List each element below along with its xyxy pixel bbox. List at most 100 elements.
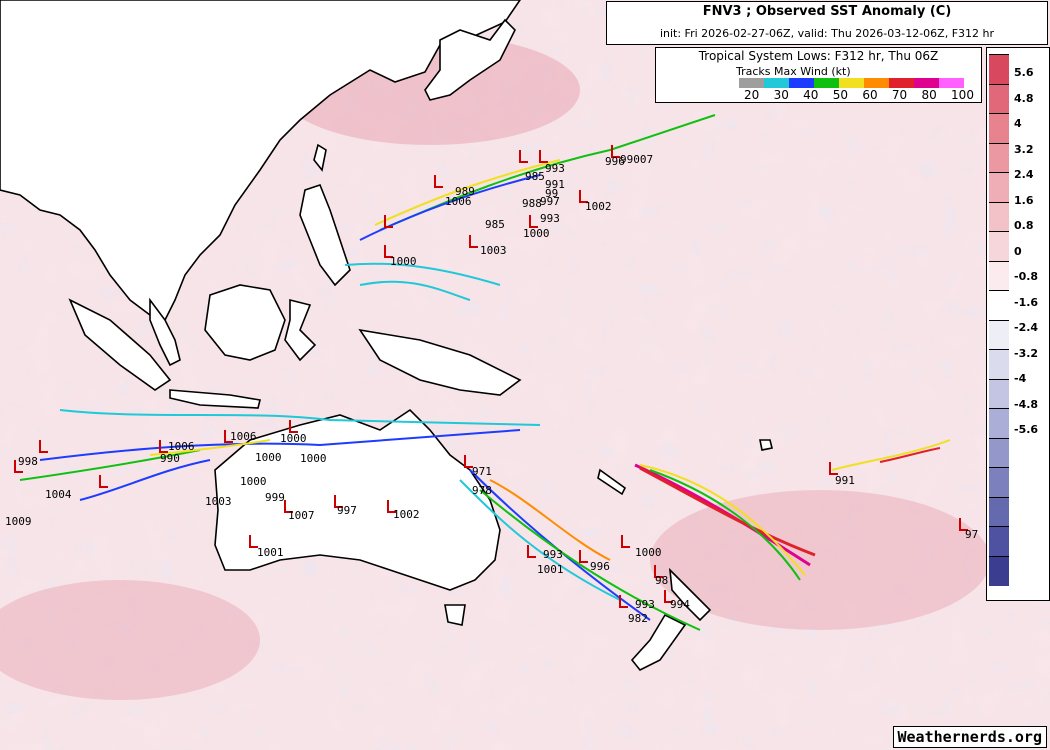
landmasses (0, 0, 773, 672)
colorbar-segment (989, 172, 1009, 203)
wind-swatch (789, 78, 814, 88)
map-subtitle: init: Fri 2026-02-27-06Z, valid: Thu 202… (659, 27, 995, 40)
pressure-label: 988 (522, 197, 542, 210)
colorbar-segment (989, 319, 1009, 350)
wind-color-bar (739, 78, 964, 88)
colorbar-segment (989, 526, 1009, 557)
wind-label: 60 (862, 88, 878, 102)
wind-label: 80 (921, 88, 937, 102)
wind-label: 40 (803, 88, 819, 102)
pressure-label: 999 (265, 491, 285, 504)
colorbar-segment (989, 83, 1009, 114)
pressure-label: 1000 (280, 432, 307, 445)
new-guinea (358, 328, 522, 396)
pressure-label: 1000 (300, 452, 327, 465)
track-spcz-4 (649, 469, 801, 581)
java (169, 389, 261, 409)
colorbar-label: -3.2 (1014, 346, 1039, 360)
legend-title: Tropical System Lows: F312 hr, Thu 06Z (698, 49, 939, 63)
pressure-label: 98 (655, 574, 668, 587)
pressure-label: 985 (525, 170, 545, 183)
pressure-label: 1002 (393, 508, 420, 521)
pressure-label: 99 (545, 187, 558, 200)
pressure-label: 1009 (5, 515, 32, 528)
low-markers (14, 145, 968, 608)
pressure-label: 1006 (168, 440, 195, 453)
sumatra (68, 298, 172, 391)
borneo (204, 284, 286, 361)
track-coral-2 (479, 489, 701, 631)
wind-label: 70 (891, 88, 908, 102)
wind-swatch (814, 78, 839, 88)
colorbar-label: -5.6 (1014, 423, 1039, 436)
storm-tracks (19, 114, 951, 631)
track-legend: Tropical System Lows: F312 hr, Thu 06Z T… (655, 47, 982, 103)
wind-label: 50 (832, 88, 849, 102)
track-nio-2 (39, 429, 521, 461)
pressure-label: 971 (472, 465, 492, 478)
wind-swatch (939, 78, 964, 88)
colorbar-label: -4 (1014, 372, 1027, 385)
track-nio-1 (59, 409, 541, 426)
pressure-label: 1000 (635, 546, 662, 559)
colorbar-segment (989, 201, 1009, 232)
pressure-label: 996 (605, 155, 625, 168)
pressure-label: 993 (635, 598, 655, 611)
colorbar-label: 0 (1014, 244, 1022, 258)
pressure-label: 1000 (523, 227, 550, 240)
colorbar-label: 3.2 (1014, 142, 1034, 156)
wind-label: 20 (744, 88, 760, 102)
pressure-label: 1003 (480, 244, 507, 257)
taiwan (313, 143, 327, 172)
wind-swatch (914, 78, 939, 88)
colorbar-label: 1.6 (1014, 193, 1034, 207)
colorbar-segment (989, 378, 1009, 409)
wind-swatch (864, 78, 889, 88)
pressure-label: 1007 (288, 509, 315, 522)
colorbar-label: 5.6 (1014, 66, 1034, 79)
track-nio-3 (19, 449, 201, 481)
wind-swatch (764, 78, 789, 88)
pressure-label: 991 (835, 474, 855, 487)
pressure-label: 1001 (537, 563, 564, 576)
pressure-label: 1002 (585, 200, 612, 213)
wind-swatch (889, 78, 914, 88)
colorbar-label: -1.6 (1014, 295, 1039, 309)
pressure-label: 1000 (240, 475, 267, 488)
pressure-label: 982 (628, 612, 648, 625)
pressure-label: 1001 (257, 546, 284, 559)
pressure-label: 97 (965, 528, 978, 541)
track-spcz-3 (639, 464, 806, 576)
colorbar-label: 0.8 (1014, 219, 1034, 232)
wind-label: 100 (951, 88, 974, 102)
pressure-label: 1006 (230, 430, 257, 443)
track-wnp-4 (344, 262, 501, 286)
colorbar-segment (989, 113, 1009, 144)
pressure-label: 978 (472, 484, 492, 497)
track-nio-5 (79, 459, 211, 501)
track-nio-4 (149, 439, 271, 456)
australia (214, 408, 501, 591)
sst-colorbar: 5.6 4.8 4 3.2 2.4 1.6 0.8 0 -0.8 -1.6 -2.4 -3.2 -4 -4… (986, 47, 1050, 601)
wind-swatch (839, 78, 864, 88)
colorbar-label: -2.4 (1014, 321, 1039, 334)
colorbar-segment (989, 467, 1009, 498)
colorbar-label: 4.8 (1014, 91, 1034, 105)
colorbar-segment (989, 555, 1009, 586)
pressure-label: 985 (485, 218, 505, 231)
colorbar-label: 2.4 (1014, 168, 1034, 181)
new-zealand-south (630, 613, 687, 672)
colorbar-segment (989, 496, 1009, 527)
colorbar-segment (989, 231, 1009, 262)
track-wnp-5 (359, 280, 471, 301)
pressure-label: 99007 (620, 153, 653, 166)
track-east-2 (879, 447, 941, 463)
colorbar-segment (989, 54, 1009, 85)
track-wnp-2 (374, 159, 561, 226)
pressure-label: 993 (540, 212, 560, 225)
tasmania (444, 604, 466, 626)
pressure-label: 990 (160, 452, 180, 465)
track-wnp-3 (359, 174, 541, 241)
